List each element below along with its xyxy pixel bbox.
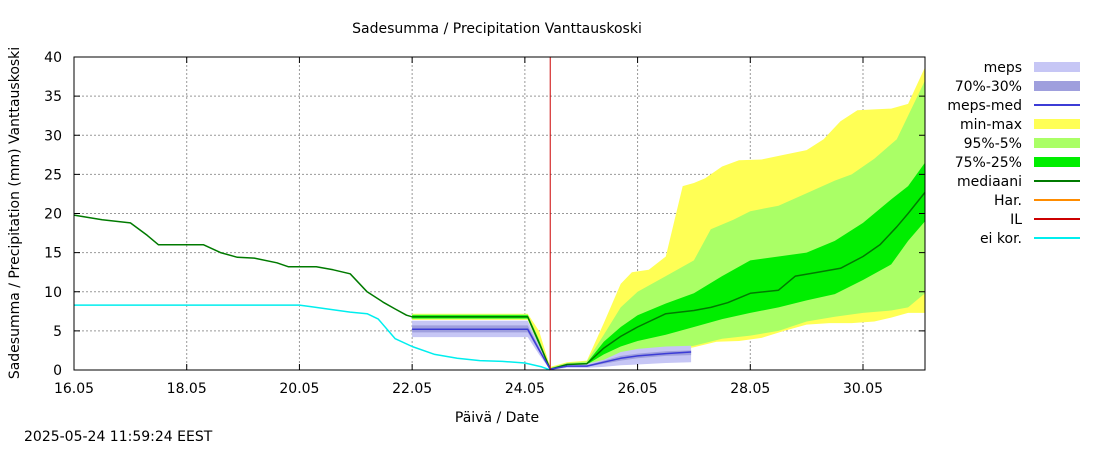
meps-med-line <box>412 328 692 370</box>
legend-swatch <box>1034 62 1080 72</box>
x-tick-label: 18.05 <box>167 381 207 397</box>
bands <box>412 67 926 370</box>
x-tick-label: 24.05 <box>505 381 545 397</box>
y-tick-label: 40 <box>44 50 62 66</box>
p75-25-band <box>412 162 926 370</box>
x-tick-label: 30.05 <box>843 381 883 397</box>
y-axis-label: Sadesumma / Precipitation (mm) Vanttausk… <box>7 47 23 379</box>
legend-label: IL <box>1010 212 1022 228</box>
legend-label: Har. <box>994 193 1022 209</box>
axis-ticks: 0 5 10 15 20 25 30 35 40 16.05 18.05 20.05 22.05 24.0… <box>44 50 925 397</box>
series-lines <box>73 57 926 371</box>
x-tick-label: 26.05 <box>618 381 658 397</box>
legend-swatch <box>1034 138 1080 148</box>
y-tick-label: 15 <box>44 246 62 262</box>
legend-swatch <box>1034 157 1080 167</box>
legend-label: meps <box>984 60 1022 76</box>
legend-label: min-max <box>960 117 1022 133</box>
y-tick-label: 30 <box>44 128 62 144</box>
y-tick-label: 10 <box>44 285 62 301</box>
x-axis-label: Päivä / Date <box>455 410 539 426</box>
legend-label: mediaani <box>957 174 1022 190</box>
timestamp: 2025-05-24 11:59:24 EEST <box>24 429 213 445</box>
legend-label: ei kor. <box>980 231 1022 247</box>
y-tick-label: 20 <box>44 207 62 223</box>
y-tick-label: 0 <box>53 363 62 379</box>
mediaani-line <box>412 191 926 370</box>
x-tick-label: 20.05 <box>279 381 319 397</box>
legend-label: 75%-25% <box>955 155 1022 171</box>
legend-label: meps-med <box>947 98 1022 114</box>
legend-swatch <box>1034 119 1080 129</box>
x-tick-label: 16.05 <box>54 381 94 397</box>
x-tick-label: 28.05 <box>730 381 770 397</box>
ei-kor-line <box>74 304 551 371</box>
y-tick-label: 25 <box>44 167 62 183</box>
chart-title: Sadesumma / Precipitation Vanttauskoski <box>352 21 642 37</box>
legend-label: 70%-30% <box>955 79 1022 95</box>
legend-swatch <box>1034 81 1080 91</box>
legend: meps 70%-30% meps-med min-max 95%-5% 75%-25% m… <box>947 60 1080 247</box>
y-tick-label: 35 <box>44 89 62 105</box>
legend-label: 95%-5% <box>964 136 1022 152</box>
history-median-line <box>73 214 413 318</box>
x-tick-label: 22.05 <box>392 381 432 397</box>
y-tick-label: 5 <box>53 324 62 340</box>
